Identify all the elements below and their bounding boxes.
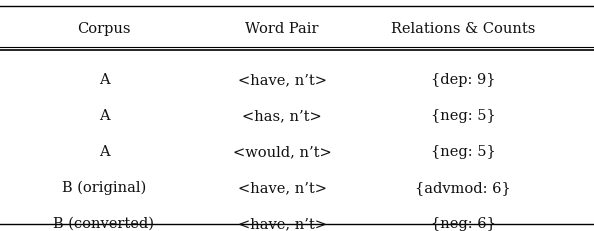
Text: Relations & Counts: Relations & Counts [391, 22, 536, 36]
Text: {dep: 9}: {dep: 9} [431, 73, 495, 87]
Text: <would, n’t>: <would, n’t> [233, 144, 331, 158]
Text: B (original): B (original) [62, 180, 146, 194]
Text: {neg: 5}: {neg: 5} [431, 144, 496, 158]
Text: Word Pair: Word Pair [245, 22, 319, 36]
Text: <have, n’t>: <have, n’t> [238, 216, 327, 230]
Text: {neg: 6}: {neg: 6} [431, 216, 496, 230]
Text: A: A [99, 73, 109, 87]
Text: <have, n’t>: <have, n’t> [238, 73, 327, 87]
Text: {neg: 5}: {neg: 5} [431, 109, 496, 122]
Text: A: A [99, 109, 109, 122]
Text: A: A [99, 144, 109, 158]
Text: Corpus: Corpus [77, 22, 131, 36]
Text: <has, n’t>: <has, n’t> [242, 109, 322, 122]
Text: <have, n’t>: <have, n’t> [238, 180, 327, 194]
Text: {advmod: 6}: {advmod: 6} [415, 180, 511, 194]
Text: B (converted): B (converted) [53, 216, 154, 230]
